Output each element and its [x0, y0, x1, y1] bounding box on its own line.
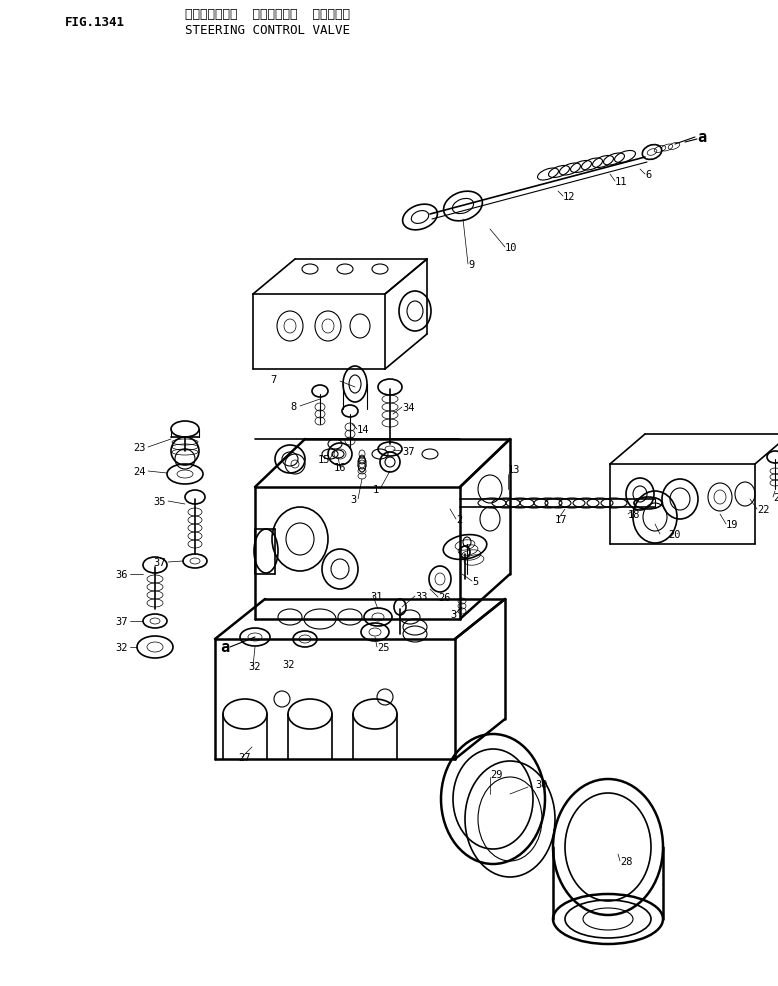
Text: 31: 31 — [370, 592, 383, 601]
Text: a: a — [697, 130, 706, 145]
Text: 16: 16 — [334, 462, 346, 472]
Text: 25: 25 — [377, 642, 390, 653]
Text: 3: 3 — [350, 495, 356, 505]
Text: 2: 2 — [456, 515, 462, 525]
Text: 14: 14 — [357, 425, 370, 435]
Text: 8: 8 — [290, 401, 296, 411]
Text: 15: 15 — [318, 455, 331, 464]
Text: 37: 37 — [153, 557, 166, 567]
Text: 26: 26 — [438, 593, 450, 602]
Text: 17: 17 — [555, 515, 567, 525]
Text: 27: 27 — [238, 752, 251, 762]
Text: 18: 18 — [628, 510, 640, 520]
Text: a: a — [220, 640, 230, 655]
Text: 35: 35 — [153, 497, 166, 507]
Text: 19: 19 — [726, 520, 738, 529]
Text: 7: 7 — [270, 375, 276, 385]
Text: 28: 28 — [620, 856, 633, 866]
Text: 34: 34 — [402, 402, 415, 412]
Text: 33: 33 — [415, 592, 427, 601]
Text: 9: 9 — [468, 259, 475, 270]
Text: 32: 32 — [248, 662, 261, 671]
Text: STEERING CONTROL VALVE: STEERING CONTROL VALVE — [185, 24, 350, 36]
Text: 6: 6 — [645, 170, 651, 179]
Text: 11: 11 — [615, 176, 628, 186]
Text: FIG.1341: FIG.1341 — [65, 16, 125, 29]
Text: 1: 1 — [373, 484, 379, 495]
Text: 30: 30 — [535, 779, 548, 789]
Text: 37: 37 — [402, 447, 415, 457]
Text: 13: 13 — [508, 464, 520, 474]
Text: 32: 32 — [282, 660, 295, 669]
Text: 12: 12 — [563, 192, 576, 202]
Text: ステアリング゜  コントロール  ハ゜ルフ゜: ステアリング゜ コントロール ハ゜ルフ゜ — [185, 9, 350, 22]
Text: 37: 37 — [115, 616, 128, 626]
Text: 3: 3 — [450, 609, 456, 619]
Text: 24: 24 — [133, 466, 145, 476]
Text: 23: 23 — [133, 443, 145, 453]
Text: 10: 10 — [505, 243, 517, 252]
Text: 36: 36 — [115, 570, 128, 580]
Text: 20: 20 — [668, 529, 681, 539]
Text: 21: 21 — [773, 492, 778, 503]
Text: 29: 29 — [490, 769, 503, 779]
Text: 32: 32 — [115, 642, 128, 653]
Text: 22: 22 — [757, 505, 769, 515]
Text: 5: 5 — [472, 577, 478, 587]
